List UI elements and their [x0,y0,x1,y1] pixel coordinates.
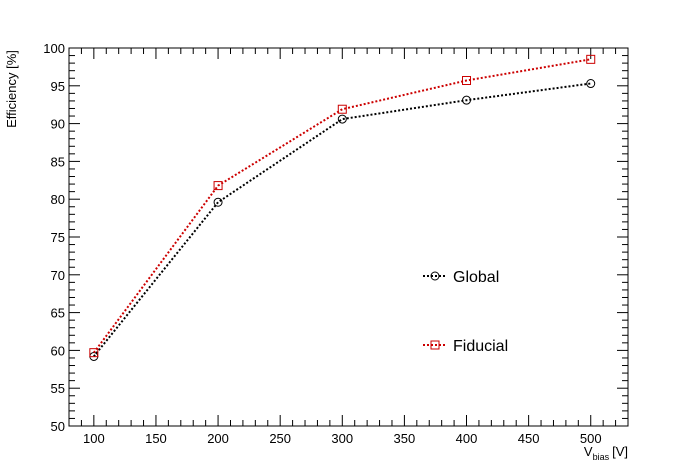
x-tick-label: 150 [145,431,167,446]
data-point [213,181,223,191]
x-axis-title-main: V [584,444,593,459]
y-tick-label: 60 [51,343,65,358]
y-tick-label: 75 [51,230,65,245]
x-tick-label: 300 [331,431,353,446]
data-point [462,76,472,86]
data-point [213,197,223,207]
y-tick-label: 65 [51,306,65,321]
x-tick-label: 250 [269,431,291,446]
x-tick-label: 500 [580,431,602,446]
legend-entry: Global [423,269,499,286]
series-global [89,79,596,361]
y-axis-title: Efficiency [%] [4,50,19,128]
series-line [92,58,591,354]
x-axis-title-sub: bias [593,452,610,462]
series-fiducial [89,54,596,358]
x-tick-label: 400 [456,431,478,446]
data-point [586,54,596,64]
y-tick-label: 80 [51,192,65,207]
legend-label: Global [453,269,499,286]
data-point [586,79,596,89]
legend-label: Fiducial [453,338,508,355]
x-tick-label: 100 [83,431,105,446]
y-tick-label: 85 [51,154,65,169]
x-tick-label: 350 [394,431,416,446]
data-point [337,104,347,114]
y-tick-label: 95 [51,79,65,94]
legend-entry: Fiducial [423,338,508,355]
data-point [89,348,99,358]
y-tick-label: 50 [51,419,65,434]
y-tick-label: 55 [51,381,65,396]
data-point [337,114,347,124]
data-point [430,340,440,350]
plot-frame [68,47,629,427]
y-tick-label: 70 [51,268,65,283]
y-tick-label: 90 [51,117,65,132]
data-point [462,95,472,105]
x-axis-title: Vbias [V] [584,444,628,462]
y-tick-label: 100 [43,41,65,56]
x-tick-label: 450 [518,431,540,446]
data-point [430,271,440,281]
x-axis-title-unit: [V] [612,444,628,459]
x-tick-label: 200 [207,431,229,446]
series-line [93,82,591,358]
